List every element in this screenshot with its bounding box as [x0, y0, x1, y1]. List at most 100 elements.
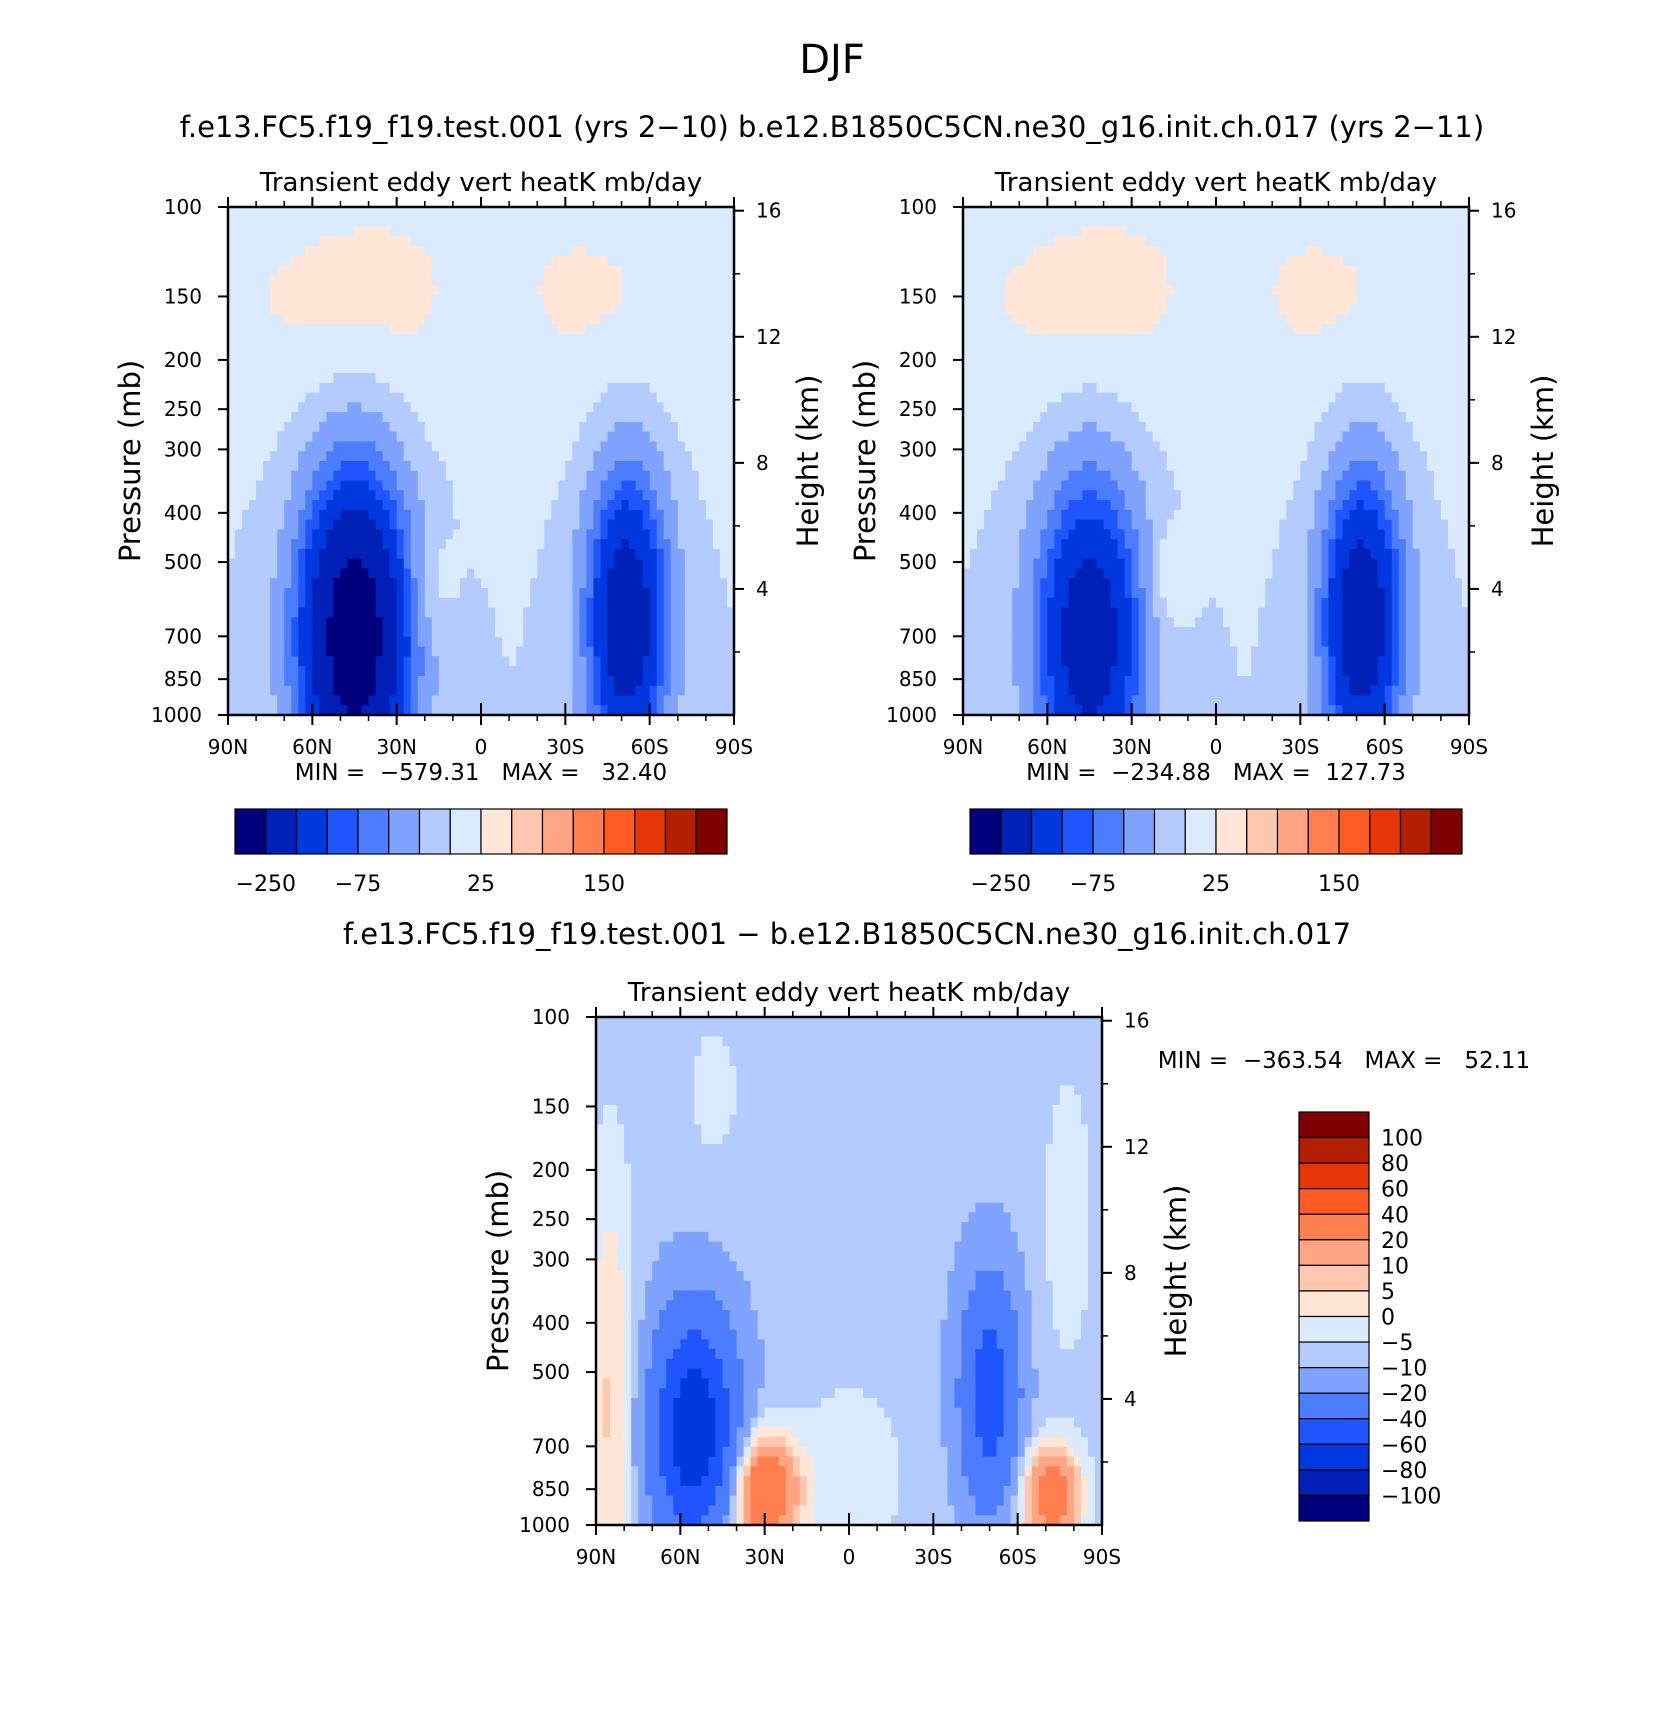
- field-cell: [1265, 246, 1273, 257]
- field-cell: [375, 607, 384, 618]
- field-cell: [1328, 265, 1337, 276]
- field-cell: [698, 705, 707, 716]
- field-cell: [565, 314, 573, 325]
- field-cell: [502, 236, 510, 247]
- field-cell: [445, 480, 454, 491]
- field-cell: [361, 314, 370, 325]
- field-cell: [726, 373, 735, 384]
- field-cell: [277, 294, 285, 306]
- field-cell: [263, 431, 271, 443]
- field-cell: [263, 675, 271, 687]
- field-cell: [347, 617, 356, 628]
- field-cell: [607, 646, 616, 657]
- field-cell: [298, 480, 306, 491]
- field-cell: [719, 636, 728, 648]
- field-cell: [347, 490, 356, 501]
- field-cell: [305, 285, 313, 296]
- field-cell: [333, 588, 342, 599]
- field-cell: [698, 304, 707, 316]
- field-cell: [319, 470, 327, 482]
- field-cell: [1216, 265, 1224, 276]
- field-cell: [1230, 334, 1238, 345]
- field-cell: [572, 431, 580, 443]
- field-cell: [1201, 294, 1210, 306]
- field-cell: [600, 441, 609, 452]
- y-right-tick-label: 16: [756, 199, 781, 223]
- field-cell: [291, 490, 299, 501]
- field-cell: [621, 226, 630, 237]
- field-cell: [537, 207, 545, 218]
- field-cell: [375, 451, 384, 462]
- field-cell: [452, 646, 461, 657]
- field-cell: [544, 275, 552, 286]
- field-cell: [459, 324, 468, 335]
- field-cell: [970, 207, 978, 218]
- field-cell: [1307, 294, 1315, 306]
- field-cell: [256, 324, 264, 335]
- field-cell: [1040, 334, 1048, 345]
- field-cell: [579, 275, 588, 286]
- field-cell: [424, 519, 433, 530]
- field-cell: [677, 343, 686, 355]
- field-cell: [1089, 207, 1098, 218]
- field-cell: [235, 568, 243, 579]
- field-cell: [438, 539, 447, 550]
- field-cell: [586, 666, 595, 677]
- field-cell: [593, 246, 602, 257]
- field-cell: [382, 275, 391, 286]
- field-cell: [284, 500, 292, 511]
- field-cell: [502, 695, 510, 706]
- field-cell: [291, 597, 299, 609]
- field-cell: [424, 539, 433, 550]
- field-cell: [523, 646, 531, 657]
- field-cell: [452, 324, 461, 335]
- field-cell: [298, 216, 306, 228]
- field-cell: [1342, 324, 1351, 335]
- field-cell: [642, 558, 651, 570]
- field-cell: [431, 470, 440, 482]
- field-cell: [565, 519, 573, 530]
- field-cell: [607, 461, 616, 472]
- field-cell: [284, 685, 292, 697]
- field-cell: [452, 236, 461, 247]
- y-tick-label: 150: [164, 284, 202, 308]
- field-cell: [614, 617, 623, 628]
- field-cell: [1377, 334, 1386, 345]
- field-cell: [277, 490, 285, 501]
- field-cell: [495, 500, 503, 511]
- field-cell: [977, 294, 985, 306]
- field-cell: [719, 431, 728, 443]
- field-cell: [242, 500, 250, 511]
- field-cell: [305, 558, 313, 570]
- field-cell: [326, 529, 335, 540]
- field-cell: [326, 685, 335, 697]
- field-cell: [963, 246, 971, 257]
- field-cell: [1068, 343, 1077, 355]
- field-cell: [649, 441, 658, 452]
- field-cell: [572, 382, 580, 394]
- field-cell: [1321, 304, 1330, 316]
- field-cell: [305, 421, 313, 433]
- field-cell: [270, 627, 278, 638]
- field-cell: [1005, 285, 1013, 296]
- field-cell: [417, 490, 426, 501]
- field-cell: [614, 705, 623, 716]
- field-cell: [579, 461, 588, 472]
- field-cell: [530, 451, 538, 462]
- field-cell: [600, 265, 609, 276]
- field-cell: [635, 431, 644, 443]
- field-cell: [1454, 334, 1463, 345]
- field-cell: [389, 627, 398, 638]
- field-cell: [410, 373, 419, 384]
- field-cell: [284, 412, 292, 423]
- field-cell: [438, 382, 447, 394]
- field-cell: [375, 255, 384, 267]
- field-cell: [628, 675, 637, 687]
- field-cell: [1307, 285, 1315, 296]
- field-cell: [670, 568, 679, 579]
- field-cell: [466, 246, 475, 257]
- field-cell: [698, 636, 707, 648]
- field-cell: [389, 353, 398, 364]
- field-cell: [656, 324, 665, 335]
- field-cell: [375, 509, 384, 521]
